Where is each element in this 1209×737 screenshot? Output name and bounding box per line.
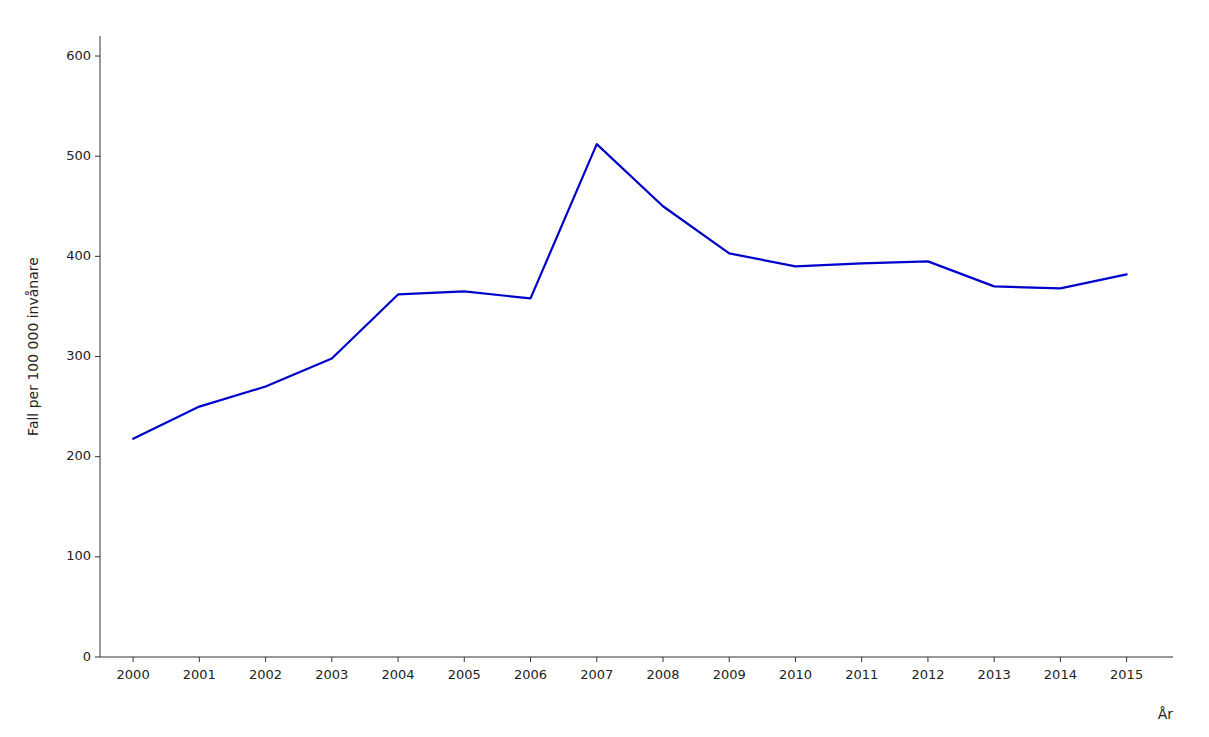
y-tick-label: 500 (66, 148, 91, 163)
x-tick (927, 657, 928, 662)
x-tick-label: 2014 (1044, 667, 1077, 682)
x-tick-label: 2015 (1110, 667, 1143, 682)
x-tick (729, 657, 730, 662)
y-tick-label: 300 (66, 348, 91, 363)
y-tick-label: 100 (66, 548, 91, 563)
y-tick (95, 456, 100, 457)
x-tick (265, 657, 266, 662)
x-tick (861, 657, 862, 662)
x-tick-label: 2004 (382, 667, 415, 682)
x-tick-label: 2009 (713, 667, 746, 682)
x-tick-label: 2005 (448, 667, 481, 682)
x-tick-label: 2007 (580, 667, 613, 682)
x-tick-label: 2001 (183, 667, 216, 682)
y-tick (95, 556, 100, 557)
data-line (133, 144, 1127, 438)
chart: 2000200120022003200420052006200720082009… (0, 0, 1209, 737)
y-tick (95, 356, 100, 357)
chart-container: 2000200120022003200420052006200720082009… (0, 0, 1209, 737)
y-tick (95, 657, 100, 658)
x-tick (1060, 657, 1061, 662)
x-tick (133, 657, 134, 662)
y-axis-line (100, 36, 101, 657)
x-tick-label: 2002 (249, 667, 282, 682)
x-tick-label: 2010 (779, 667, 812, 682)
axes: 2000200120022003200420052006200720082009… (66, 36, 1173, 682)
x-tick (530, 657, 531, 662)
x-tick (994, 657, 995, 662)
y-tick (95, 256, 100, 257)
x-tick (1126, 657, 1127, 662)
x-axis-label: År (1158, 706, 1174, 722)
x-tick-label: 2011 (845, 667, 878, 682)
x-tick (398, 657, 399, 662)
plot-area (133, 144, 1127, 438)
x-tick-label: 2006 (514, 667, 547, 682)
y-tick (95, 56, 100, 57)
x-tick (662, 657, 663, 662)
y-tick-label: 600 (66, 48, 91, 63)
x-axis-line (100, 657, 1173, 658)
x-tick-label: 2012 (911, 667, 944, 682)
x-tick-label: 2008 (646, 667, 679, 682)
y-tick-label: 400 (66, 248, 91, 263)
x-tick-label: 2013 (978, 667, 1011, 682)
y-axis-label: Fall per 100 000 invånare (25, 257, 41, 436)
y-tick (95, 156, 100, 157)
x-tick (331, 657, 332, 662)
x-tick (464, 657, 465, 662)
x-tick (795, 657, 796, 662)
y-tick-label: 0 (83, 649, 91, 664)
x-tick-label: 2000 (117, 667, 150, 682)
x-tick (596, 657, 597, 662)
x-tick-label: 2003 (315, 667, 348, 682)
x-tick (199, 657, 200, 662)
y-tick-label: 200 (66, 448, 91, 463)
